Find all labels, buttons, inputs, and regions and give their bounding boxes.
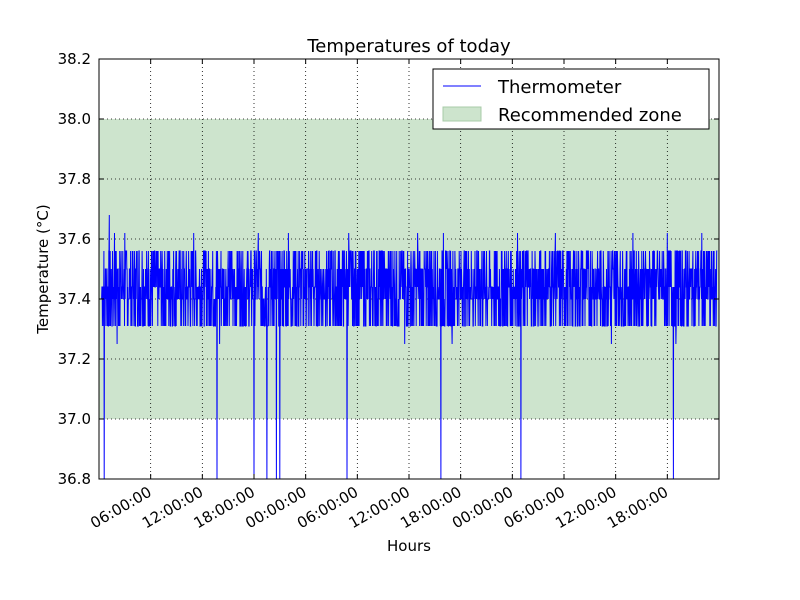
y-tick-label: 37.8 [58, 170, 91, 188]
legend-thermometer-label: Thermometer [497, 77, 622, 98]
x-axis-label: Hours [387, 537, 431, 555]
y-axis-label: Temperature (°C) [34, 204, 52, 334]
y-tick-label: 37.0 [58, 410, 91, 428]
y-tick-label: 37.2 [58, 350, 91, 368]
chart-title: Temperatures of today [306, 36, 511, 57]
y-tick-label: 36.8 [58, 470, 91, 488]
legend: Thermometer Recommended zone [432, 68, 710, 130]
y-tick-label: 37.6 [58, 230, 91, 248]
y-tick-label: 37.4 [58, 290, 91, 308]
legend-zone-label: Recommended zone [498, 105, 682, 126]
legend-zone-swatch [442, 106, 482, 122]
y-tick-label: 38.0 [58, 110, 91, 128]
thermometer-series-line [101, 214, 718, 479]
y-tick-label: 38.2 [58, 50, 91, 68]
